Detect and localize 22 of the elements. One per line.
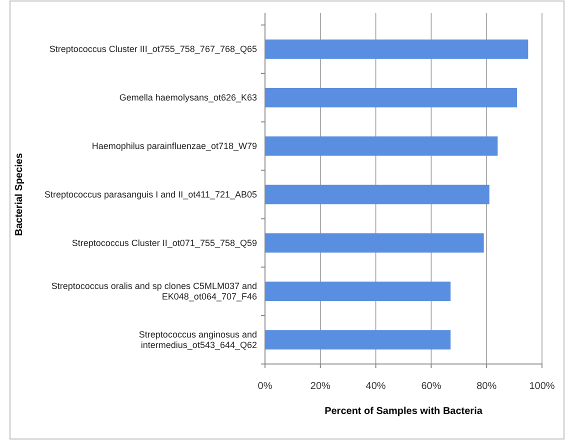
y-tick-label: Streptococcus anginosus and intermedius_ot543_644_Q62 xyxy=(138,329,257,350)
bar xyxy=(265,330,451,350)
bar xyxy=(265,136,498,156)
x-tick-label: 20% xyxy=(310,381,331,392)
y-tick-label: Haemophilus parainfluenzae_ot718_W79 xyxy=(92,140,257,151)
x-tick-label: 80% xyxy=(476,381,497,392)
x-tick-label: 40% xyxy=(366,381,386,392)
bar xyxy=(265,184,490,204)
y-tick-label: Streptococcus Cluster II_ot071_755_758_Q59 xyxy=(72,238,257,248)
bar xyxy=(265,88,518,108)
x-axis-title: Percent of Samples with Bacteria xyxy=(324,406,483,417)
y-tick-label: Streptococcus parasanguis I and II_ot411_721_AB05 xyxy=(44,189,257,200)
y-tick-label: Streptococcus Cluster III_ot755_758_767_768_Q65 xyxy=(49,44,257,54)
x-tick-label: 60% xyxy=(421,381,442,392)
y-tick-label: Gemella haemolysans_ot626_K63 xyxy=(119,92,257,103)
bar xyxy=(265,233,484,253)
y-axis-title: Bacterial Species xyxy=(14,152,25,236)
y-tick-label: Streptococcus oralis and sp clones C5MLM037 and EK048_ot064_707_F46 xyxy=(51,280,257,302)
x-tick-label: 0% xyxy=(258,381,272,392)
x-tick-label: 100% xyxy=(529,381,555,392)
bar xyxy=(265,282,451,302)
bar xyxy=(265,40,528,59)
